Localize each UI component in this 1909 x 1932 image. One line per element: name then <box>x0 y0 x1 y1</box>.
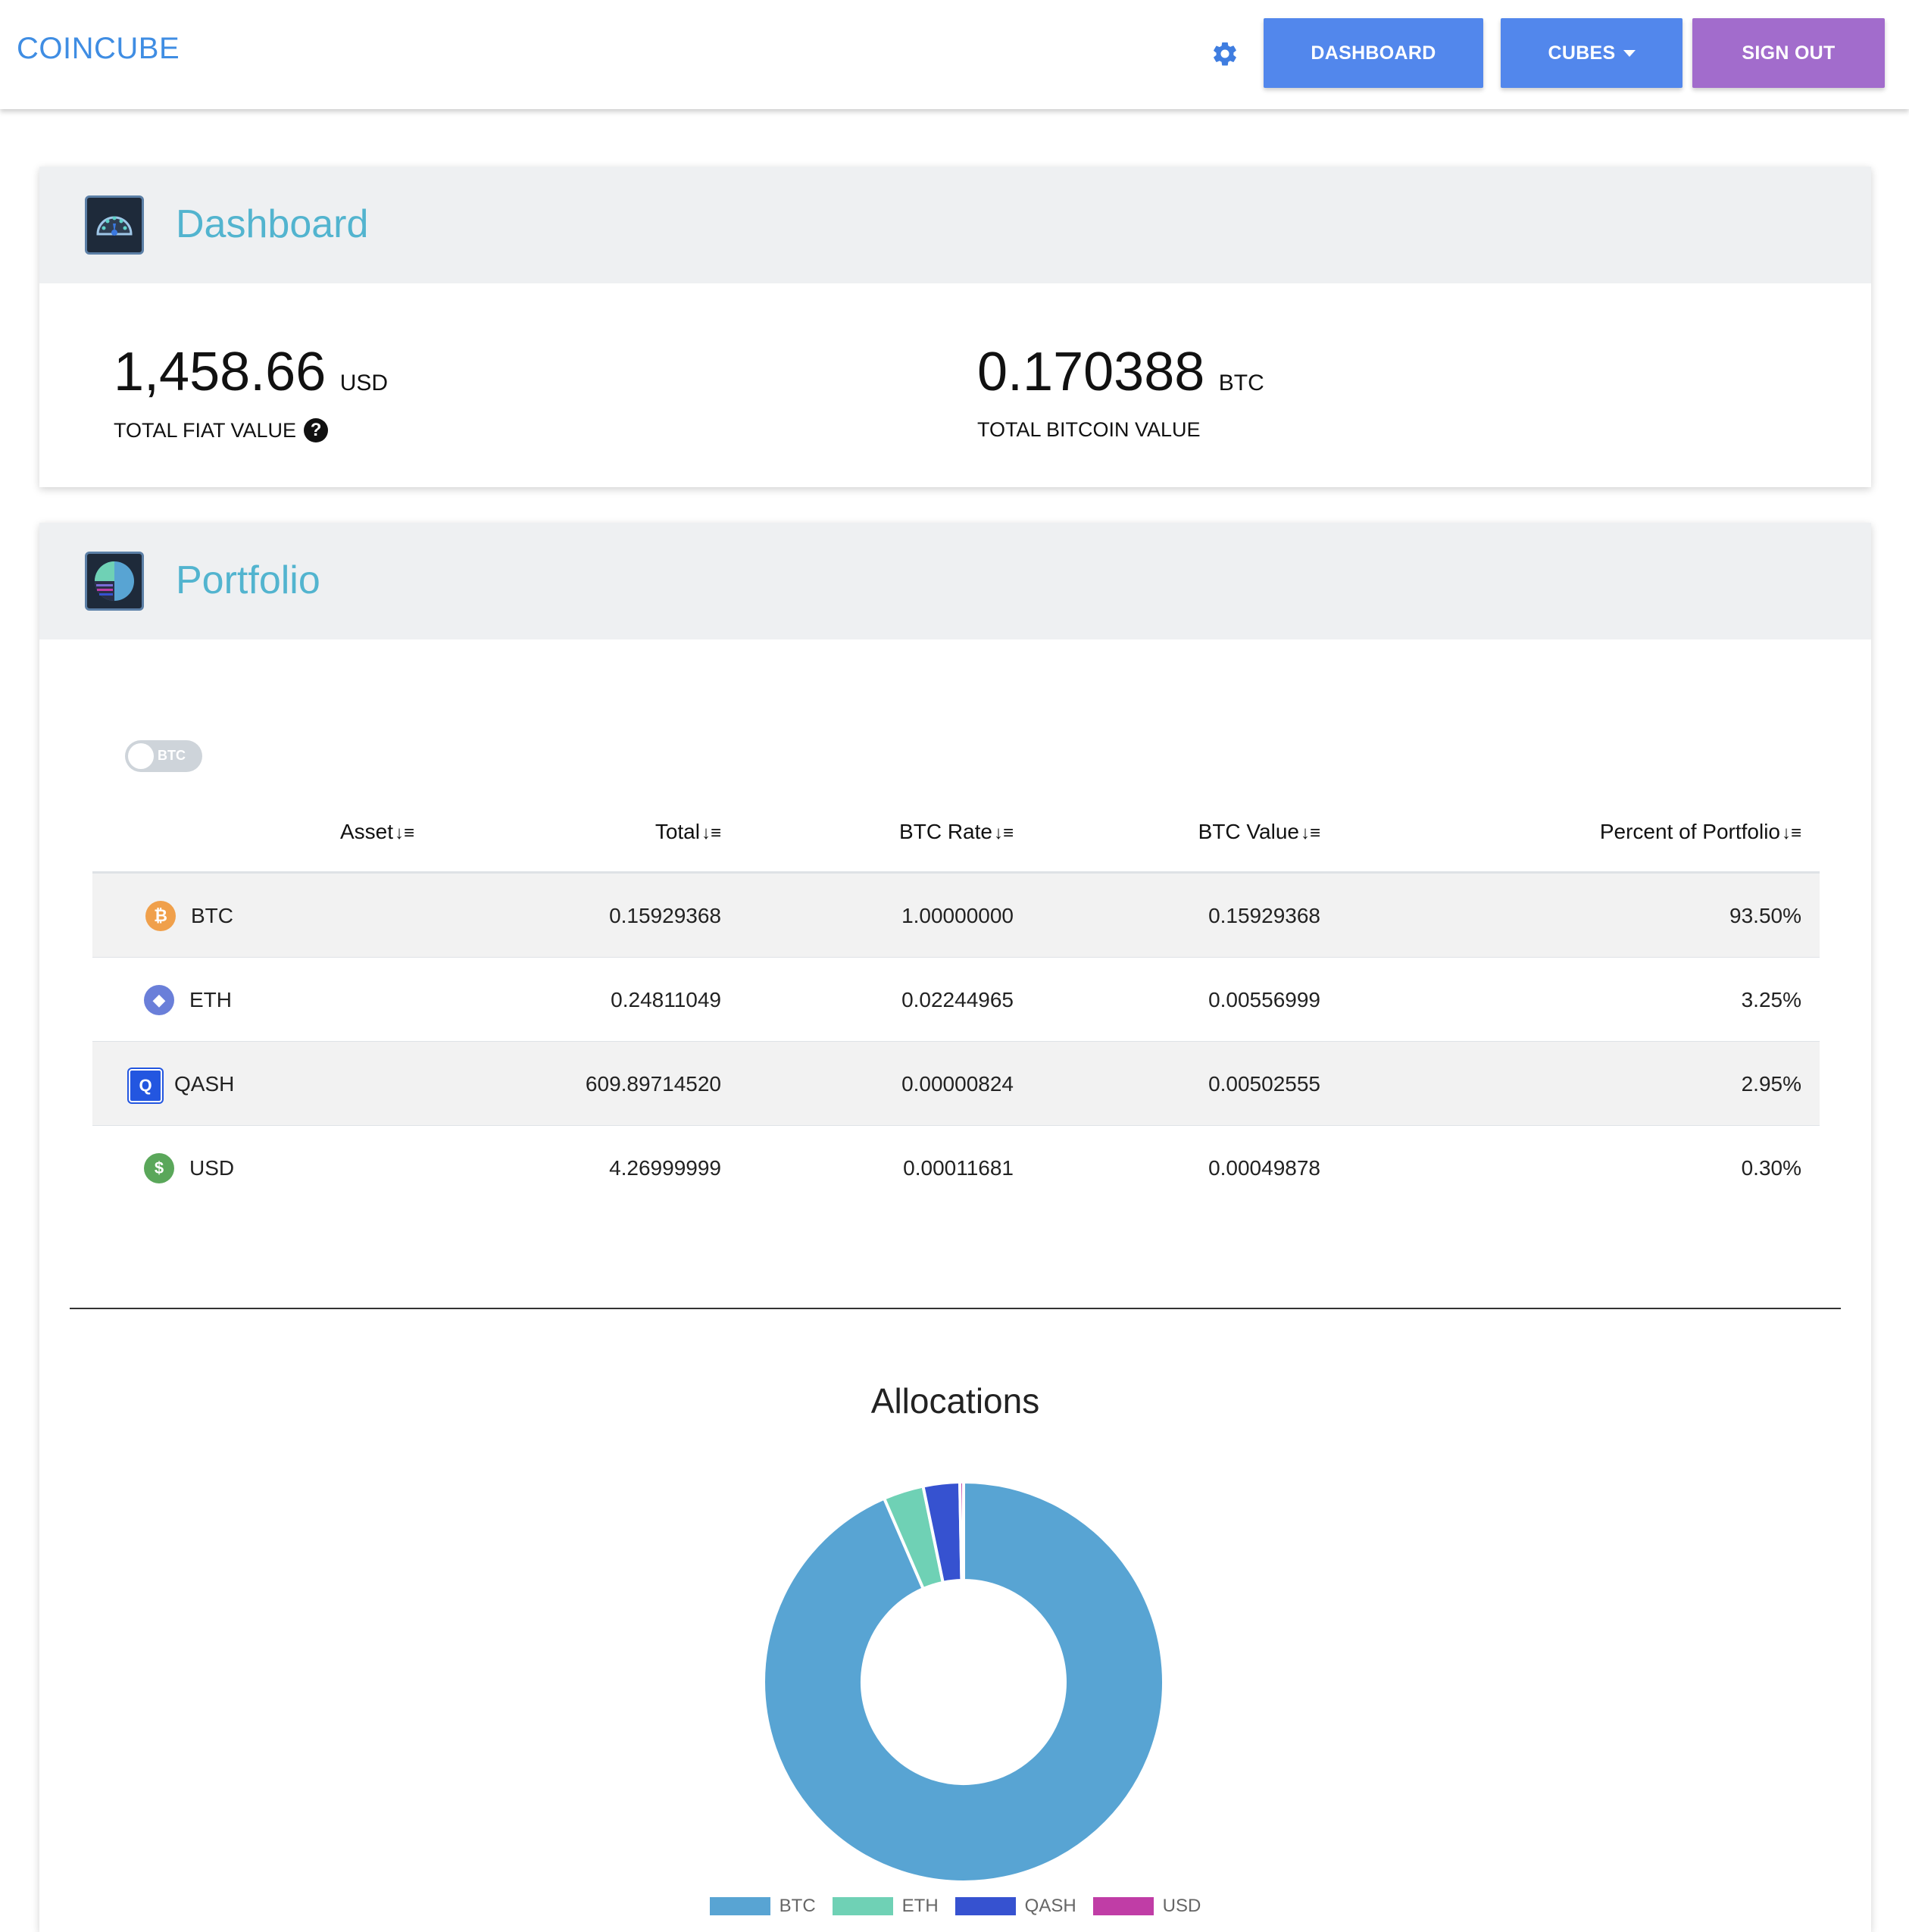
chart-title: Allocations <box>870 1381 1040 1421</box>
asset-btc-value: 0.00556999 <box>1208 988 1320 1011</box>
dollar-icon: $ <box>144 1153 174 1183</box>
asset-percent: 0.30% <box>1741 1156 1801 1180</box>
legend-label: BTC <box>779 1896 816 1916</box>
qash-icon: Q <box>129 1069 162 1102</box>
asset-percent: 2.95% <box>1741 1072 1801 1096</box>
dashboard-card-header: Dashboard <box>39 167 1871 283</box>
dashboard-title: Dashboard <box>176 202 369 246</box>
asset-name: BTC <box>191 904 233 927</box>
legend-item-usd[interactable]: USD <box>1092 1896 1201 1917</box>
legend-swatch <box>1092 1897 1154 1915</box>
asset-btc-rate: 0.00011681 <box>903 1156 1014 1180</box>
table-row: ◆ ETH 0.24811049 0.02244965 0.00556999 3… <box>92 958 1820 1042</box>
legend-swatch <box>954 1897 1016 1915</box>
col-percent-header[interactable]: Percent of Portfolio↓≡ <box>1599 820 1801 843</box>
legend-label: QASH <box>1024 1896 1076 1916</box>
slice-usd[interactable] <box>958 1480 965 1583</box>
table-row: $ USD 4.26999999 0.00011681 0.00049878 0… <box>92 1126 1820 1209</box>
asset-btc-rate: 0.00000824 <box>901 1072 1014 1096</box>
sort-icon: ↓≡ <box>1300 823 1320 843</box>
section-divider <box>70 1308 1841 1309</box>
portfolio-title: Portfolio <box>176 558 320 602</box>
asset-btc-value: 0.15929368 <box>1208 904 1320 927</box>
asset-name: ETH <box>189 988 232 1011</box>
ethereum-icon: ◆ <box>144 985 174 1015</box>
cubes-dropdown-button[interactable]: CUBES <box>1501 18 1682 88</box>
bitcoin-icon: ₿ <box>145 901 176 931</box>
table-header-row: Asset↓≡ Total↓≡ BTC Rate↓≡ BTC Value↓≡ P… <box>92 796 1820 874</box>
asset-btc-rate: 1.00000000 <box>901 904 1014 927</box>
total-fiat-label: TOTAL FIAT VALUE <box>114 418 297 442</box>
sort-icon: ↓≡ <box>395 823 415 843</box>
sort-icon: ↓≡ <box>993 823 1014 843</box>
toggle-knob <box>128 743 154 769</box>
asset-name: USD <box>189 1156 235 1180</box>
sort-icon: ↓≡ <box>701 823 721 843</box>
total-fiat-stat: 1,458.66 USD TOTAL FIAT VALUE ? <box>114 341 388 442</box>
asset-percent: 3.25% <box>1741 988 1801 1011</box>
table-row: ₿ BTC 0.15929368 1.00000000 0.15929368 9… <box>92 874 1820 958</box>
legend-item-btc[interactable]: BTC <box>709 1896 816 1917</box>
col-asset-header[interactable]: Asset↓≡ <box>340 820 415 843</box>
legend-swatch <box>709 1897 770 1915</box>
slice-btc[interactable] <box>762 1480 1165 1884</box>
dashboard-card: Dashboard 1,458.66 USD TOTAL FIAT VALUE … <box>39 167 1871 487</box>
sign-out-button[interactable]: SIGN OUT <box>1692 18 1885 88</box>
gear-icon[interactable] <box>1211 39 1239 68</box>
total-fiat-unit: USD <box>339 370 389 395</box>
sort-icon: ↓≡ <box>1781 823 1801 843</box>
brand-logo[interactable]: COINCUBE <box>17 32 180 65</box>
chart-legend: BTC ETH QASH USD <box>39 1896 1871 1917</box>
total-bitcoin-label: TOTAL BITCOIN VALUE <box>977 418 1201 441</box>
table-row: Q QASH 609.89714520 0.00000824 0.0050255… <box>92 1042 1820 1126</box>
pie-chart-icon <box>85 552 144 611</box>
col-total-header[interactable]: Total↓≡ <box>655 820 721 843</box>
legend-label: USD <box>1162 1896 1201 1916</box>
legend-item-eth[interactable]: ETH <box>832 1896 939 1917</box>
asset-total: 0.24811049 <box>611 988 721 1011</box>
total-bitcoin-stat: 0.170388 BTC TOTAL BITCOIN VALUE <box>977 341 1264 442</box>
total-bitcoin-value: 0.170388 <box>977 342 1205 402</box>
dashboard-button[interactable]: DASHBOARD <box>1264 18 1483 88</box>
asset-total: 0.15929368 <box>609 904 721 927</box>
currency-toggle[interactable]: BTC <box>125 740 202 772</box>
speedometer-icon <box>85 195 144 255</box>
portfolio-table: Asset↓≡ Total↓≡ BTC Rate↓≡ BTC Value↓≡ P… <box>92 796 1820 1209</box>
asset-btc-rate: 0.02244965 <box>901 988 1014 1011</box>
legend-item-qash[interactable]: QASH <box>954 1896 1076 1917</box>
asset-total: 4.26999999 <box>609 1156 721 1180</box>
col-btc-rate-header[interactable]: BTC Rate↓≡ <box>899 820 1014 843</box>
cubes-label: CUBES <box>1548 42 1616 64</box>
asset-name: QASH <box>174 1072 235 1096</box>
total-bitcoin-unit: BTC <box>1218 370 1264 395</box>
portfolio-card: Portfolio BTC Asset↓≡ Total↓≡ BTC Rate↓≡… <box>39 523 1871 1932</box>
question-circle-icon[interactable]: ? <box>304 418 329 442</box>
toggle-label: BTC <box>158 748 186 763</box>
top-navbar: COINCUBE DASHBOARD CUBES SIGN OUT <box>0 0 1909 109</box>
caret-down-icon <box>1623 49 1636 57</box>
asset-percent: 93.50% <box>1729 904 1801 927</box>
asset-total: 609.89714520 <box>585 1072 721 1096</box>
legend-swatch <box>832 1897 893 1915</box>
total-fiat-value: 1,458.66 <box>114 342 326 402</box>
asset-btc-value: 0.00502555 <box>1208 1072 1320 1096</box>
col-btc-value-header[interactable]: BTC Value↓≡ <box>1198 820 1320 843</box>
portfolio-card-header: Portfolio <box>39 523 1871 639</box>
allocations-donut-chart <box>762 1480 1165 1884</box>
legend-label: ETH <box>901 1896 939 1916</box>
asset-btc-value: 0.00049878 <box>1208 1156 1320 1180</box>
